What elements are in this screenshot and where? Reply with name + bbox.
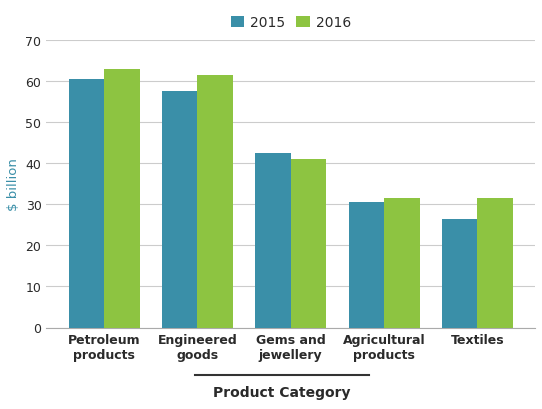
Bar <box>478 199 513 328</box>
Bar <box>104 70 139 328</box>
Bar <box>384 199 420 328</box>
Y-axis label: $ billion: $ billion <box>7 158 20 211</box>
Legend: 2015, 2016: 2015, 2016 <box>225 11 357 36</box>
Bar <box>162 92 197 328</box>
Bar <box>442 219 478 328</box>
Bar <box>197 76 233 328</box>
Text: Product Category: Product Category <box>213 385 351 399</box>
Bar <box>255 154 291 328</box>
Bar <box>291 160 326 328</box>
Bar <box>69 80 104 328</box>
Bar <box>349 203 384 328</box>
